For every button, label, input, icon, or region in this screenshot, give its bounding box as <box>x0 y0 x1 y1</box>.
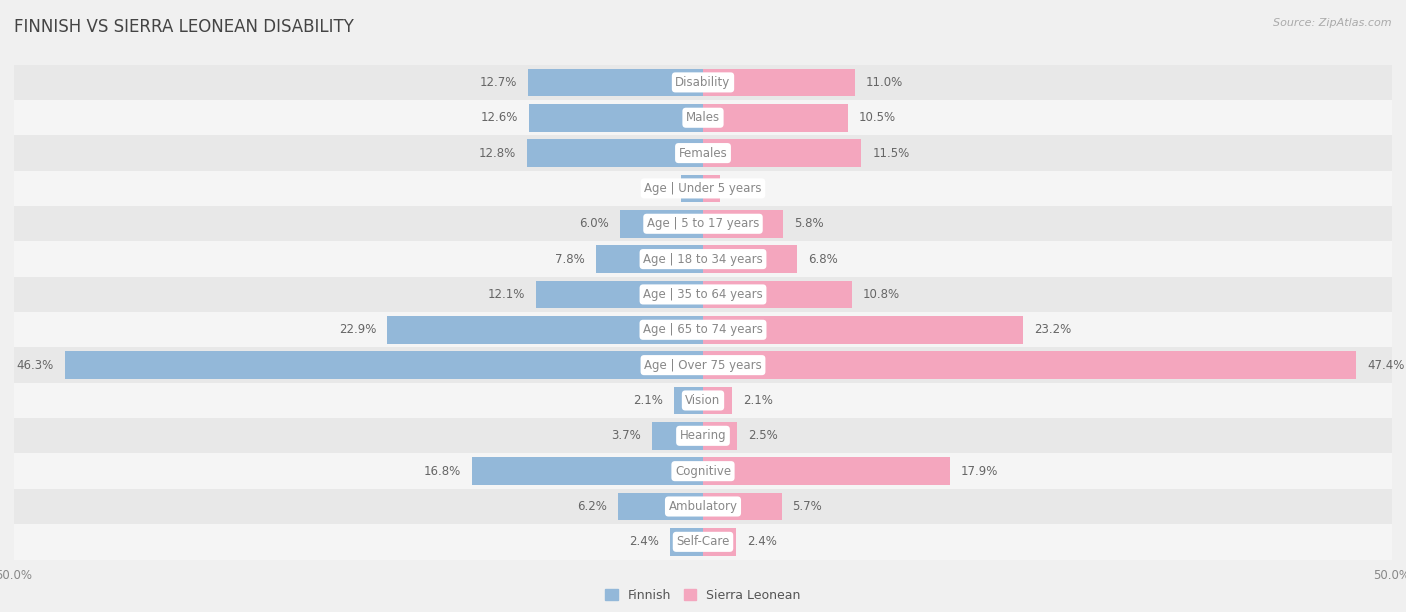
Bar <box>14 65 1392 100</box>
Bar <box>14 171 1392 206</box>
Text: 1.6%: 1.6% <box>640 182 669 195</box>
Text: 12.1%: 12.1% <box>488 288 526 301</box>
Bar <box>14 348 1392 382</box>
Bar <box>14 418 1392 453</box>
Text: 16.8%: 16.8% <box>423 465 461 477</box>
Bar <box>703 69 855 96</box>
Bar <box>14 100 1392 135</box>
Text: 6.0%: 6.0% <box>579 217 609 230</box>
Text: Ambulatory: Ambulatory <box>668 500 738 513</box>
Bar <box>14 312 1392 348</box>
Bar <box>652 422 703 450</box>
Bar <box>703 245 797 273</box>
Bar <box>703 528 737 556</box>
Text: 2.5%: 2.5% <box>748 429 778 442</box>
Text: 23.2%: 23.2% <box>1033 323 1071 336</box>
Text: 2.1%: 2.1% <box>633 394 664 407</box>
Bar <box>703 422 738 450</box>
Bar <box>14 242 1392 277</box>
Bar <box>703 281 852 308</box>
Text: Females: Females <box>679 147 727 160</box>
Text: 10.8%: 10.8% <box>863 288 900 301</box>
Text: 12.6%: 12.6% <box>481 111 519 124</box>
Text: 22.9%: 22.9% <box>339 323 377 336</box>
Text: Age | 5 to 17 years: Age | 5 to 17 years <box>647 217 759 230</box>
Text: 12.7%: 12.7% <box>479 76 517 89</box>
Bar <box>703 351 1357 379</box>
Text: 2.4%: 2.4% <box>628 536 659 548</box>
Text: 10.5%: 10.5% <box>859 111 896 124</box>
Text: 2.4%: 2.4% <box>747 536 778 548</box>
Text: 6.8%: 6.8% <box>807 253 838 266</box>
Text: 6.2%: 6.2% <box>576 500 606 513</box>
Text: Age | Over 75 years: Age | Over 75 years <box>644 359 762 371</box>
Text: Age | Under 5 years: Age | Under 5 years <box>644 182 762 195</box>
Text: Disability: Disability <box>675 76 731 89</box>
Text: 5.8%: 5.8% <box>794 217 824 230</box>
Text: Age | 18 to 34 years: Age | 18 to 34 years <box>643 253 763 266</box>
Bar <box>65 351 703 379</box>
Text: 1.2%: 1.2% <box>731 182 761 195</box>
Bar <box>14 277 1392 312</box>
Bar <box>703 104 848 132</box>
Bar <box>703 210 783 237</box>
Text: 5.7%: 5.7% <box>793 500 823 513</box>
Bar <box>529 69 703 96</box>
Text: 11.5%: 11.5% <box>873 147 910 160</box>
Bar <box>703 174 720 202</box>
Bar <box>536 281 703 308</box>
Text: 12.8%: 12.8% <box>478 147 516 160</box>
Bar <box>703 387 733 414</box>
Text: Cognitive: Cognitive <box>675 465 731 477</box>
Legend: Finnish, Sierra Leonean: Finnish, Sierra Leonean <box>600 584 806 607</box>
Bar <box>530 104 703 132</box>
Text: 2.1%: 2.1% <box>742 394 773 407</box>
Text: Age | 35 to 64 years: Age | 35 to 64 years <box>643 288 763 301</box>
Bar <box>527 140 703 167</box>
Text: Hearing: Hearing <box>679 429 727 442</box>
Bar <box>14 382 1392 418</box>
Bar <box>14 489 1392 524</box>
Text: Males: Males <box>686 111 720 124</box>
Bar <box>14 206 1392 242</box>
Text: Age | 65 to 74 years: Age | 65 to 74 years <box>643 323 763 336</box>
Text: 46.3%: 46.3% <box>17 359 53 371</box>
Text: Source: ZipAtlas.com: Source: ZipAtlas.com <box>1274 18 1392 28</box>
Text: 3.7%: 3.7% <box>612 429 641 442</box>
Bar <box>388 316 703 343</box>
Text: 7.8%: 7.8% <box>555 253 585 266</box>
Text: 47.4%: 47.4% <box>1367 359 1405 371</box>
Bar <box>703 457 949 485</box>
Bar <box>14 135 1392 171</box>
Text: Self-Care: Self-Care <box>676 536 730 548</box>
Bar <box>703 316 1022 343</box>
Text: Vision: Vision <box>685 394 721 407</box>
Bar <box>471 457 703 485</box>
Bar <box>703 493 782 520</box>
Bar <box>620 210 703 237</box>
Bar <box>673 387 703 414</box>
Bar <box>681 174 703 202</box>
Text: 17.9%: 17.9% <box>960 465 998 477</box>
Bar <box>14 453 1392 489</box>
Text: 11.0%: 11.0% <box>866 76 903 89</box>
Bar <box>14 524 1392 559</box>
Bar <box>596 245 703 273</box>
Bar <box>617 493 703 520</box>
Text: FINNISH VS SIERRA LEONEAN DISABILITY: FINNISH VS SIERRA LEONEAN DISABILITY <box>14 18 354 36</box>
Bar <box>703 140 862 167</box>
Bar <box>669 528 703 556</box>
